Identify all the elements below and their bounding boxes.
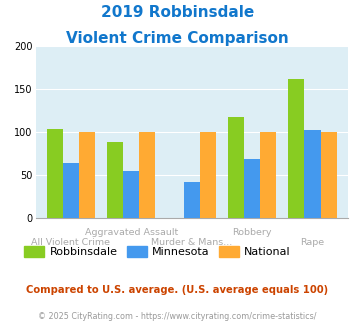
Text: Violent Crime Comparison: Violent Crime Comparison <box>66 31 289 46</box>
Text: Rape: Rape <box>300 238 324 247</box>
Bar <box>140 132 155 218</box>
Bar <box>244 159 260 218</box>
Text: Aggravated Assault: Aggravated Assault <box>85 228 178 237</box>
Bar <box>47 129 63 218</box>
Bar <box>228 116 244 218</box>
Bar <box>107 142 123 218</box>
Text: Compared to U.S. average. (U.S. average equals 100): Compared to U.S. average. (U.S. average … <box>26 285 329 295</box>
Bar <box>184 182 200 218</box>
Text: Robbery: Robbery <box>232 228 272 237</box>
Bar <box>321 132 337 218</box>
Text: All Violent Crime: All Violent Crime <box>32 238 110 247</box>
Bar <box>260 132 276 218</box>
Text: 2019 Robbinsdale: 2019 Robbinsdale <box>101 5 254 20</box>
Text: Murder & Mans...: Murder & Mans... <box>151 238 232 247</box>
Legend: Robbinsdale, Minnesota, National: Robbinsdale, Minnesota, National <box>20 242 295 261</box>
Bar <box>288 79 305 218</box>
Bar <box>123 171 140 218</box>
Bar <box>79 132 95 218</box>
Bar <box>305 130 321 218</box>
Bar <box>63 163 79 218</box>
Bar <box>200 132 216 218</box>
Text: © 2025 CityRating.com - https://www.cityrating.com/crime-statistics/: © 2025 CityRating.com - https://www.city… <box>38 312 317 321</box>
